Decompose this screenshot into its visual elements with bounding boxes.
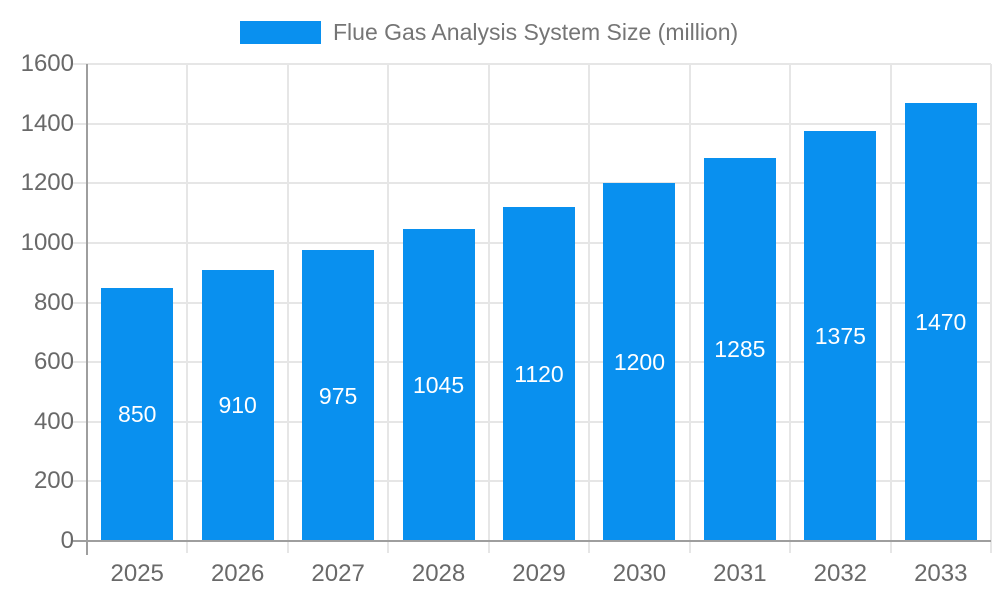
- x-axis-label: 2025: [110, 560, 164, 587]
- x-axis-label: 2032: [813, 560, 868, 587]
- bar-value-label: 1045: [412, 372, 465, 399]
- gridline-vertical: [286, 64, 289, 553]
- y-axis-label: 800: [33, 288, 74, 316]
- gridline-horizontal: [73, 122, 991, 125]
- gridline-vertical: [387, 64, 390, 553]
- bar[interactable]: [904, 102, 977, 541]
- bar-value-label: 910: [218, 392, 257, 419]
- gridline-vertical: [789, 64, 792, 553]
- bar-value-label: 1285: [714, 336, 766, 363]
- x-axis-label: 2029: [512, 560, 566, 587]
- bar-value-label: 1470: [915, 308, 967, 335]
- gridline-vertical: [889, 64, 892, 553]
- x-axis-label: 2026: [210, 560, 265, 587]
- x-axis-label: 2028: [411, 560, 466, 587]
- gridline-vertical: [990, 64, 992, 553]
- bar[interactable]: [603, 183, 676, 541]
- bar-value-label: 975: [318, 382, 358, 409]
- x-axis-line: [73, 540, 991, 542]
- bar[interactable]: [703, 157, 776, 541]
- y-axis-label: 1000: [20, 228, 74, 256]
- gridline-vertical: [487, 64, 490, 553]
- gridline-horizontal: [73, 182, 991, 185]
- bar-value-label: 850: [118, 401, 157, 428]
- y-axis-label: 400: [33, 407, 74, 435]
- x-axis-label: 2033: [914, 560, 968, 587]
- legend[interactable]: Flue Gas Analysis System Size (million): [240, 19, 738, 46]
- y-axis-label: 200: [33, 467, 74, 495]
- x-axis-label: 2027: [311, 560, 365, 587]
- bar[interactable]: [101, 287, 174, 541]
- bar[interactable]: [804, 131, 877, 541]
- y-axis-line: [86, 64, 88, 555]
- y-axis-label: 0: [60, 527, 74, 554]
- bar-value-label: 1200: [613, 349, 666, 376]
- bar[interactable]: [201, 269, 274, 541]
- bar[interactable]: [402, 229, 475, 541]
- x-axis-label: 2031: [713, 560, 767, 587]
- gridline-vertical: [588, 64, 591, 553]
- y-axis-label: 1400: [20, 109, 74, 137]
- gridline-vertical: [186, 64, 189, 553]
- y-axis-label: 1600: [20, 50, 74, 77]
- bar[interactable]: [302, 250, 375, 541]
- y-axis-label: 600: [33, 348, 74, 376]
- x-axis-label: 2030: [612, 560, 667, 587]
- legend-label: Flue Gas Analysis System Size (million): [333, 19, 739, 45]
- bar[interactable]: [503, 207, 575, 541]
- legend-swatch-icon: [240, 21, 321, 44]
- bar-value-label: 1120: [514, 361, 564, 388]
- gridline-vertical: [688, 64, 691, 553]
- gridline-horizontal: [73, 63, 991, 65]
- bar-value-label: 1375: [814, 323, 866, 350]
- y-axis-label: 1200: [20, 169, 74, 197]
